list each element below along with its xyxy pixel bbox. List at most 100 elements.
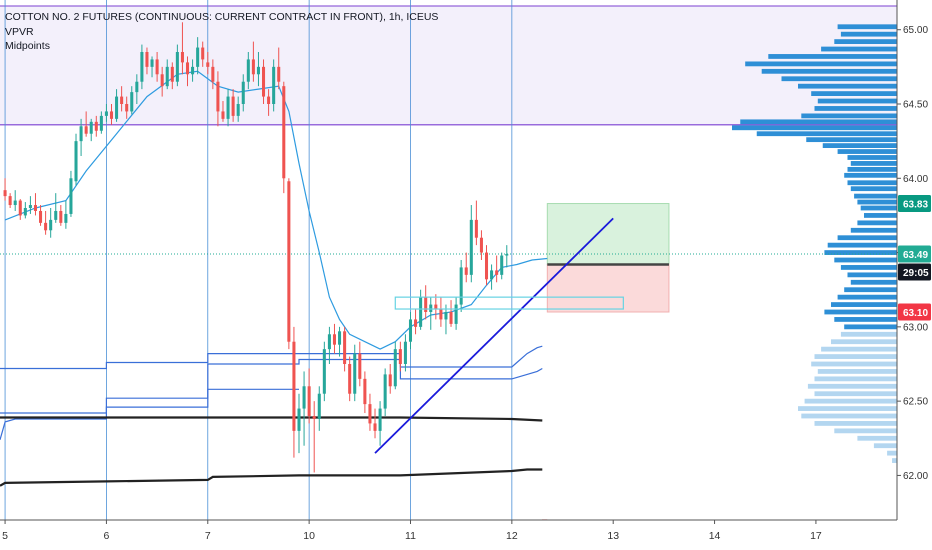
candle[interactable]	[368, 393, 372, 431]
candle[interactable]	[262, 59, 266, 104]
candle[interactable]	[490, 264, 494, 290]
price-label[interactable]: 63.49	[898, 245, 931, 263]
candle[interactable]	[191, 59, 195, 82]
candle[interactable]	[302, 371, 306, 446]
candle[interactable]	[160, 66, 164, 97]
candle[interactable]	[59, 205, 63, 226]
candle[interactable]	[49, 208, 53, 238]
candle[interactable]	[196, 37, 200, 75]
candle[interactable]	[317, 386, 321, 431]
candle[interactable]	[469, 205, 473, 283]
candle[interactable]	[272, 59, 276, 112]
candle[interactable]	[373, 408, 377, 439]
candle[interactable]	[358, 341, 362, 387]
time-axis[interactable]	[0, 520, 897, 550]
candle[interactable]	[439, 297, 443, 327]
candle[interactable]	[327, 326, 331, 364]
candle[interactable]	[500, 252, 504, 280]
candle[interactable]	[307, 368, 311, 424]
candle[interactable]	[403, 334, 407, 372]
candle[interactable]	[424, 285, 428, 320]
position-loss-zone[interactable]	[546, 263, 670, 313]
candle[interactable]	[84, 111, 88, 137]
candle[interactable]	[459, 260, 463, 312]
candle[interactable]	[180, 22, 184, 75]
candle[interactable]	[322, 341, 326, 402]
candle[interactable]	[99, 111, 103, 134]
candle[interactable]	[165, 59, 169, 90]
candle[interactable]	[338, 326, 342, 357]
candle[interactable]	[8, 193, 12, 208]
candle[interactable]	[170, 62, 174, 90]
candle[interactable]	[343, 326, 347, 372]
candle[interactable]	[33, 193, 37, 216]
candle[interactable]	[23, 202, 27, 219]
candle[interactable]	[39, 205, 43, 226]
candle[interactable]	[383, 368, 387, 416]
moving-average-line[interactable]	[4, 70, 548, 350]
candle[interactable]	[64, 200, 68, 229]
candle[interactable]	[135, 74, 139, 104]
candle[interactable]	[449, 300, 453, 327]
candle[interactable]	[495, 255, 499, 283]
candle[interactable]	[125, 96, 129, 119]
price-label[interactable]: 63.83	[898, 195, 931, 213]
price-label[interactable]: 29:05	[898, 263, 931, 281]
midpoint-line[interactable]	[0, 468, 543, 487]
candle[interactable]	[145, 47, 149, 75]
candle[interactable]	[79, 118, 83, 156]
indicator-vpvr[interactable]: VPVR	[5, 25, 34, 38]
candle[interactable]	[44, 210, 48, 235]
candle[interactable]	[120, 86, 124, 112]
candle[interactable]	[236, 96, 240, 122]
candle[interactable]	[130, 86, 134, 115]
candle[interactable]	[69, 170, 73, 217]
candle[interactable]	[74, 133, 78, 186]
candle[interactable]	[54, 193, 58, 223]
position-profit-zone[interactable]	[546, 203, 670, 265]
candle[interactable]	[175, 44, 179, 87]
candle[interactable]	[216, 71, 220, 127]
indicator-midpoints[interactable]: Midpoints	[5, 40, 50, 52]
candle[interactable]	[398, 341, 402, 372]
candle[interactable]	[226, 89, 230, 127]
consolidation-box[interactable]	[394, 296, 624, 310]
candle[interactable]	[287, 178, 291, 350]
candle[interactable]	[115, 89, 119, 122]
candle[interactable]	[312, 401, 316, 473]
candle[interactable]	[18, 199, 22, 220]
candle[interactable]	[454, 297, 458, 330]
candle[interactable]	[256, 52, 260, 87]
candle[interactable]	[241, 74, 245, 112]
candle[interactable]	[378, 401, 382, 446]
candle[interactable]	[414, 309, 418, 335]
candle[interactable]	[211, 59, 215, 90]
price-label[interactable]: 63.10	[898, 303, 931, 321]
candle[interactable]	[282, 81, 286, 194]
candle[interactable]	[246, 52, 250, 90]
candle[interactable]	[201, 41, 205, 67]
midpoint-line[interactable]	[0, 388, 299, 440]
candle[interactable]	[155, 52, 159, 82]
candle[interactable]	[419, 289, 423, 330]
candle[interactable]	[388, 364, 392, 394]
candle[interactable]	[348, 356, 352, 402]
candle[interactable]	[434, 294, 438, 320]
candle[interactable]	[393, 341, 397, 390]
candle[interactable]	[3, 178, 7, 201]
candle[interactable]	[484, 245, 489, 286]
candle[interactable]	[206, 52, 210, 75]
candle[interactable]	[140, 44, 144, 90]
candle[interactable]	[267, 89, 271, 116]
candle[interactable]	[464, 252, 468, 283]
candle[interactable]	[221, 101, 225, 122]
symbol-title[interactable]: COTTON NO. 2 FUTURES (CONTINUOUS: CURREN…	[5, 11, 439, 23]
midpoint-line[interactable]	[0, 416, 543, 422]
candle[interactable]	[429, 297, 433, 330]
candle[interactable]	[94, 115, 98, 137]
candle[interactable]	[408, 312, 413, 350]
candle[interactable]	[277, 47, 281, 90]
candle[interactable]	[89, 118, 93, 142]
candle[interactable]	[150, 56, 154, 78]
